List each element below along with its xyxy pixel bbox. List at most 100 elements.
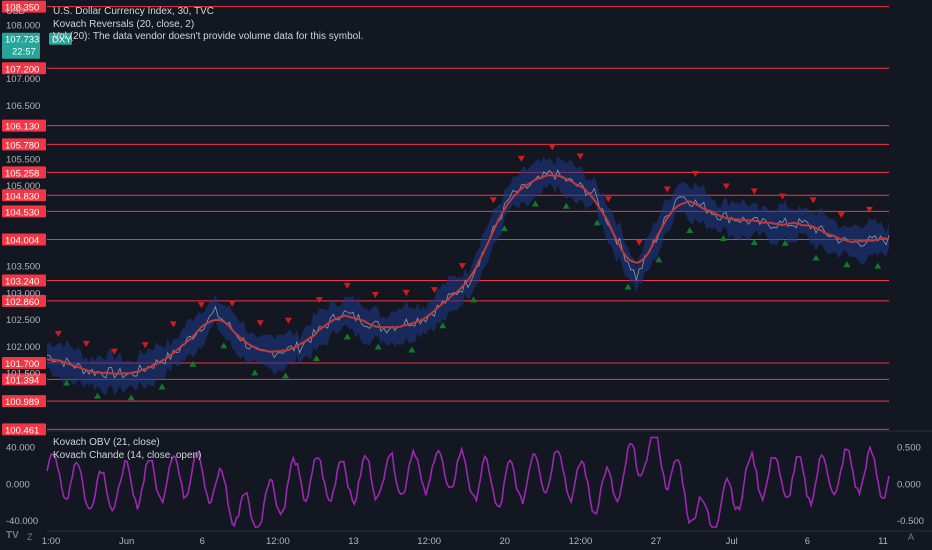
level-label-bg bbox=[2, 119, 46, 132]
price-tick-label: 105.000 bbox=[6, 181, 40, 192]
zoom-button[interactable]: Z bbox=[27, 532, 33, 542]
down-reversal-marker bbox=[722, 183, 730, 190]
down-reversal-marker bbox=[809, 197, 817, 204]
down-reversal-marker bbox=[82, 340, 90, 347]
level-label-bg bbox=[2, 423, 46, 436]
up-reversal-marker bbox=[312, 355, 320, 362]
up-reversal-marker bbox=[562, 202, 570, 209]
down-reversal-marker bbox=[865, 206, 873, 213]
legend-kovach-obv[interactable]: Kovach OBV (21, close) bbox=[53, 437, 160, 448]
legend-volume[interactable]: Vol (20): The data vendor doesn't provid… bbox=[53, 31, 364, 42]
up-reversal-marker bbox=[470, 296, 478, 303]
down-reversal-marker bbox=[315, 297, 323, 304]
price-tick-label: 107.000 bbox=[6, 74, 40, 85]
price-tick-label: 102.500 bbox=[6, 315, 40, 326]
level-label: 108.350 bbox=[5, 3, 39, 14]
osc-left-tick-label: 40.000 bbox=[6, 443, 35, 454]
down-reversal-marker bbox=[489, 197, 497, 204]
price-tick-label: 108.000 bbox=[6, 20, 40, 31]
time-tick-label: 12:00 bbox=[417, 536, 441, 547]
up-reversal-marker bbox=[63, 379, 71, 386]
up-reversal-marker bbox=[843, 261, 851, 268]
level-label-bg bbox=[2, 357, 46, 370]
price-tick-label: 105.500 bbox=[6, 154, 40, 165]
down-reversal-marker bbox=[691, 170, 699, 177]
level-label-bg bbox=[2, 138, 46, 151]
down-reversal-marker bbox=[517, 155, 525, 162]
symbol-badge-text: DXY bbox=[52, 35, 72, 46]
up-reversal-marker bbox=[500, 225, 508, 232]
legend-kovach-reversals[interactable]: Kovach Reversals (20, close, 2) bbox=[53, 19, 195, 30]
osc-left-tick-label: 0.000 bbox=[6, 479, 30, 490]
time-tick-label: 6 bbox=[805, 536, 810, 547]
symbol-title[interactable]: U.S. Dollar Currency Index, 30, TVC bbox=[53, 6, 214, 17]
price-tick-label: 101.500 bbox=[6, 369, 40, 380]
up-reversal-marker bbox=[189, 360, 197, 367]
level-label-bg bbox=[2, 166, 46, 179]
down-reversal-marker bbox=[110, 348, 118, 355]
price-countdown: 22:57 bbox=[12, 47, 36, 58]
up-reversal-marker bbox=[94, 392, 102, 399]
up-reversal-marker bbox=[686, 227, 694, 234]
up-reversal-marker bbox=[220, 342, 228, 349]
up-reversal-marker bbox=[408, 346, 416, 353]
down-reversal-marker bbox=[343, 282, 351, 289]
time-tick-label: 1:00 bbox=[42, 536, 61, 547]
time-tick-label: 13 bbox=[348, 536, 359, 547]
price-tick-label: 103.500 bbox=[6, 262, 40, 273]
level-label: 105.258 bbox=[5, 168, 39, 179]
down-reversal-marker bbox=[284, 317, 292, 324]
level-label-bg bbox=[2, 205, 46, 218]
level-label-bg bbox=[2, 395, 46, 408]
up-reversal-marker bbox=[374, 343, 382, 350]
down-reversal-marker bbox=[635, 239, 643, 246]
level-label: 101.700 bbox=[5, 359, 39, 370]
level-label-bg bbox=[2, 62, 46, 75]
auto-scale-button[interactable]: A bbox=[908, 532, 915, 542]
up-reversal-marker bbox=[781, 239, 789, 246]
level-label: 105.780 bbox=[5, 140, 39, 151]
up-reversal-marker bbox=[439, 322, 447, 329]
up-reversal-marker bbox=[812, 254, 820, 261]
close-price-line bbox=[46, 168, 890, 379]
symbol-badge bbox=[49, 32, 72, 45]
up-reversal-marker bbox=[750, 239, 758, 246]
down-reversal-marker bbox=[54, 330, 62, 337]
level-label: 104.004 bbox=[5, 236, 39, 247]
kovach-chande-line bbox=[46, 436, 890, 528]
level-label: 100.989 bbox=[5, 397, 39, 408]
osc-left-tick-label: -40.000 bbox=[6, 516, 38, 527]
down-reversal-marker bbox=[256, 320, 264, 327]
down-reversal-marker bbox=[371, 291, 379, 298]
up-reversal-marker bbox=[158, 383, 166, 390]
level-label: 102.860 bbox=[5, 297, 39, 308]
time-tick-label: 27 bbox=[651, 536, 662, 547]
price-tick-label: 103.000 bbox=[6, 288, 40, 299]
time-tick-label: 6 bbox=[200, 536, 205, 547]
up-reversal-marker bbox=[719, 235, 727, 242]
down-reversal-marker bbox=[169, 321, 177, 328]
up-reversal-marker bbox=[531, 200, 539, 207]
osc-right-tick-label: 0.500 bbox=[897, 443, 921, 454]
down-reversal-marker bbox=[604, 196, 612, 203]
down-reversal-marker bbox=[778, 193, 786, 200]
up-reversal-marker bbox=[624, 283, 632, 290]
down-reversal-marker bbox=[750, 188, 758, 195]
time-tick-label: Jul bbox=[726, 536, 738, 547]
down-reversal-marker bbox=[458, 263, 466, 270]
level-label-bg bbox=[2, 0, 46, 13]
time-tick-label: 12:00 bbox=[569, 536, 593, 547]
down-reversal-marker bbox=[402, 289, 410, 296]
last-price-value: 107.733 bbox=[5, 35, 39, 46]
legend-kovach-chande[interactable]: Kovach Chande (14, close, open) bbox=[53, 450, 202, 461]
osc-right-tick-label: -0.500 bbox=[897, 516, 924, 527]
up-reversal-marker bbox=[343, 333, 351, 340]
level-label-bg bbox=[2, 233, 46, 246]
tradingview-logo[interactable]: TV bbox=[6, 530, 19, 541]
time-tick-label: 11 bbox=[878, 536, 888, 547]
up-reversal-marker bbox=[655, 256, 663, 263]
level-label-bg bbox=[2, 294, 46, 307]
price-tick-label: 102.000 bbox=[6, 342, 40, 353]
